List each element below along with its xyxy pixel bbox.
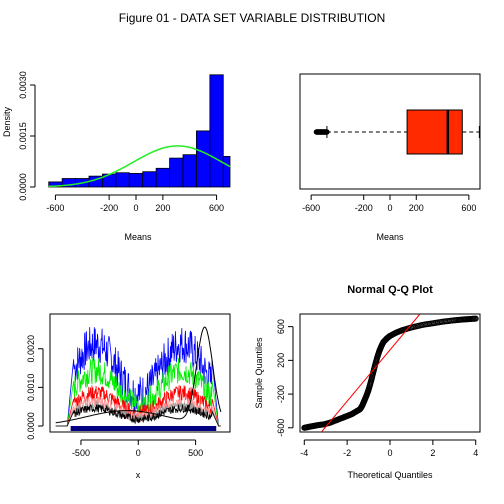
qq-plot-title: Normal Q-Q Plot xyxy=(347,284,433,296)
box-iqr xyxy=(406,109,463,155)
histogram-y-tick-label: 0.0015 xyxy=(18,122,28,150)
histogram-y-label: Density xyxy=(2,106,12,137)
qq-x-tick-label: 0 xyxy=(387,448,392,458)
qq-y-tick-label: 600 xyxy=(276,319,286,334)
normal-density-curve xyxy=(48,145,231,188)
histogram-bar xyxy=(222,155,231,188)
histogram-bar xyxy=(155,167,170,188)
density-x-label: x xyxy=(136,470,141,480)
histogram-x-tick-label: -200 xyxy=(100,203,118,213)
figure-title: Figure 01 - DATA SET VARIABLE DISTRIBUTI… xyxy=(119,11,386,25)
histogram-bar xyxy=(209,74,224,188)
histogram-x-tick-label: 0 xyxy=(133,203,138,213)
histogram-bar xyxy=(182,154,197,188)
density-series-line xyxy=(55,399,221,427)
qq-point xyxy=(472,315,479,322)
qq-y-tick-label: -600 xyxy=(276,419,286,437)
histogram-x-label: Means xyxy=(124,232,152,242)
density-reference-curve xyxy=(55,326,222,424)
histogram-bar xyxy=(142,171,157,188)
boxplot-x-axis: -600 -200 0 200 600 xyxy=(302,194,476,213)
rug-band xyxy=(70,426,217,431)
histogram-panel: -600 -200 0 200 600 0.0000 0.0015 0.0030 Means… xyxy=(2,71,231,242)
boxplot-frame xyxy=(299,73,481,190)
histogram-y-axis: 0.0000 0.0015 0.0030 xyxy=(18,71,36,201)
qq-y-label: Sample Quantiles xyxy=(254,337,264,409)
histogram-bar xyxy=(115,172,130,188)
density-lines xyxy=(55,326,222,427)
boxplot-x-tick-label: 200 xyxy=(409,203,424,213)
qq-plot-panel: Normal Q-Q Plot -4 -2 0 2 4 -600 -200 200 600 T… xyxy=(254,284,481,480)
density-x-axis: -500 0 500 xyxy=(72,439,203,458)
histogram-x-tick-label: -600 xyxy=(46,203,64,213)
histogram-bar xyxy=(128,172,144,188)
qq-x-axis: -4 -2 0 2 4 xyxy=(300,439,478,458)
density-y-tick-label: 0.0020 xyxy=(26,335,36,363)
density-x-tick-label: 500 xyxy=(188,448,203,458)
rug-band-fill xyxy=(70,426,217,431)
qq-y-axis: -600 -200 200 600 xyxy=(276,319,294,437)
histogram-x-tick-label: 200 xyxy=(155,203,170,213)
boxplot-box xyxy=(313,109,480,155)
histogram-x-tick-label: 600 xyxy=(209,203,224,213)
histogram-y-tick-label: 0.0030 xyxy=(18,71,28,99)
density-series-line xyxy=(55,327,221,427)
boxplot-panel: -600 -200 0 200 600 Means xyxy=(299,73,481,242)
density-y-tick-label: 0.0000 xyxy=(26,412,36,440)
qq-x-tick-label: -4 xyxy=(300,448,308,458)
density-y-axis: 0.0000 0.0010 0.0020 xyxy=(26,335,44,440)
qq-y-tick-label: 200 xyxy=(276,353,286,368)
density-series-line xyxy=(55,404,221,427)
density-frame xyxy=(49,313,231,433)
histogram-bar xyxy=(196,130,211,188)
boxplot-x-tick-label: 600 xyxy=(461,203,476,213)
boxplot-x-tick-label: 0 xyxy=(387,203,392,213)
qq-x-tick-label: -2 xyxy=(343,448,351,458)
boxplot-x-label: Means xyxy=(376,232,404,242)
boxplot-x-tick-label: -200 xyxy=(355,203,373,213)
qq-x-tick-label: 4 xyxy=(473,448,478,458)
density-x-tick-label: 0 xyxy=(136,448,141,458)
histogram-y-tick-label: 0.0000 xyxy=(18,173,28,201)
qq-points xyxy=(301,315,479,431)
qq-x-label: Theoretical Quantiles xyxy=(347,470,433,480)
outlier-point xyxy=(324,129,330,135)
qq-frame xyxy=(299,313,481,433)
density-x-tick-label: -500 xyxy=(72,448,90,458)
qq-reference-line xyxy=(321,313,421,433)
density-lines-panel: -500 0 500 0.0000 0.0010 0.0020 x xyxy=(26,313,231,480)
histogram-bar xyxy=(169,157,184,188)
histogram-bars xyxy=(48,74,231,188)
qq-y-tick-label: -200 xyxy=(276,385,286,403)
density-y-tick-label: 0.0010 xyxy=(26,374,36,402)
histogram-x-axis: -600 -200 0 200 600 xyxy=(46,194,224,213)
qq-x-tick-label: 2 xyxy=(430,448,435,458)
boxplot-x-tick-label: -600 xyxy=(302,203,320,213)
